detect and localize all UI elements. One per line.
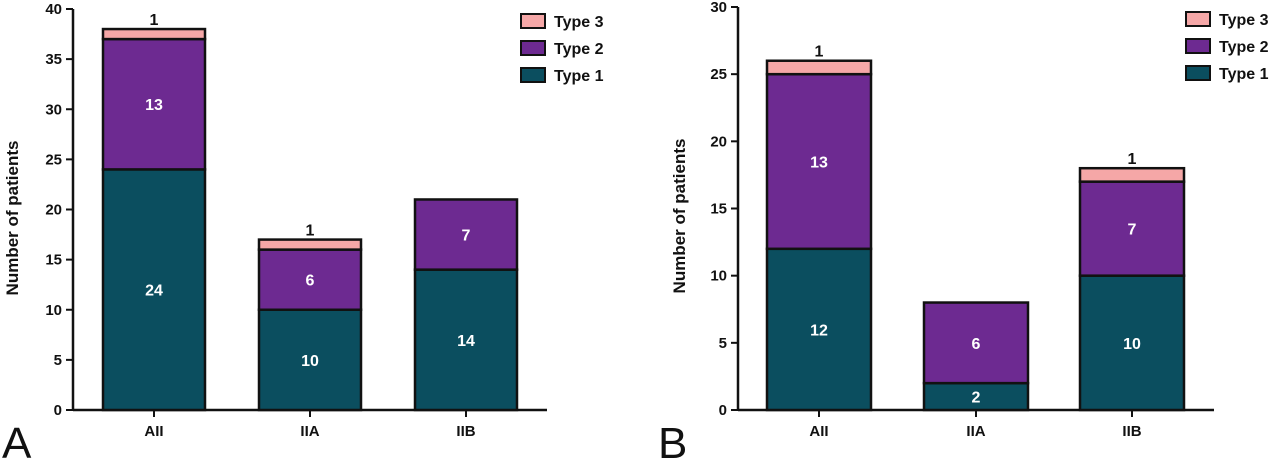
panel-a-y-axis-label: Number of patients [3,141,22,296]
panel-a-category-label: IIA [300,423,319,440]
panel-a-y-tick-label: 0 [54,402,62,419]
panel-b-data-label: 7 [1128,222,1137,239]
panel-a-category-label: IIB [456,423,475,440]
panel-a-bar-iia-type3 [257,238,363,251]
panel-a-data-label: 24 [145,283,163,300]
panel-a-bar-aii-type1 [101,168,207,412]
panel-a-y-tick-label: 20 [45,202,62,219]
panel-b-y-tick-label: 10 [710,268,727,285]
panel-b-y-tick-label: 15 [710,201,727,218]
panel-b-y-tick-label: 5 [719,335,727,352]
panel-b-bar-aii-type1 [765,247,873,412]
panel-b-data-label: 10 [1123,336,1141,353]
panel-b-legend-label: Type 3 [1219,12,1269,29]
panel-a-bar-aii-type3 [101,27,207,41]
panel-a-bar-iib-type2 [413,198,519,271]
panel-b-legend-swatch [1185,11,1211,27]
panel-b-data-label: 6 [972,336,981,353]
panel-a-legend-swatch [520,13,546,29]
panel-a-category-label: AII [144,423,163,440]
panel-b-bar-aii-type3 [765,59,873,76]
panel-a-y-tick-label: 35 [45,51,62,68]
panel-b-letter: B [658,419,687,462]
panel-b-y-tick-label: 25 [710,66,727,83]
panel-a-y-tick-label: 40 [45,1,62,18]
panel-b-data-label: 1 [1128,151,1137,168]
panel-a-data-label: 6 [306,273,315,290]
panel-a-data-label: 10 [301,353,319,370]
panel-a-legend-label: Type 2 [554,41,604,58]
panel-a-legend-swatch [520,67,546,83]
panel-a-data-label: 7 [462,228,471,245]
panel-b-y-tick-label: 20 [710,133,727,150]
panel-b-data-label: 1 [815,44,824,61]
panel-a-data-label: 13 [145,97,163,114]
panel-b-y-axis-label: Number of patients [670,139,689,294]
panel-a-y-tick-label: 5 [54,352,62,369]
panel-b-category-label: AII [809,423,828,440]
panel-a-bar-iib-type1 [413,268,519,412]
panel-b-bar-iib-type2 [1078,180,1186,277]
panel-b-legend-label: Type 2 [1219,39,1269,56]
panel-b-bar-aii-type2 [765,72,873,251]
panel-a-y-tick-label: 15 [45,252,62,269]
panel-b-bar-iia-type2 [922,301,1030,385]
panel-b-data-label: 12 [810,322,828,339]
panel-a-letter: A [2,419,32,462]
panel-b-legend-swatch [1185,38,1211,54]
panel-b-category-label: IIA [966,423,985,440]
panel-b-data-label: 13 [810,154,828,171]
panel-b-y-tick-label: 30 [710,0,727,16]
panel-b-bar-iib-type3 [1078,166,1186,183]
panel-b-category-label: IIB [1122,423,1141,440]
panel-b-legend-swatch [1185,65,1211,81]
panel-b-data-label: 2 [972,390,981,407]
panel-a-legend-label: Type 1 [554,68,604,85]
panel-b-y-tick-label: 0 [719,402,727,419]
panel-a-y-tick-label: 25 [45,151,62,168]
panel-a-data-label: 1 [306,223,315,240]
panel-b-bar-iia-type1 [922,381,1030,412]
panel-a-legend-label: Type 3 [554,14,604,31]
panel-a-legend-swatch [520,40,546,56]
panel-a-bar-aii-type2 [101,37,207,171]
panel-a-y-tick-label: 30 [45,101,62,118]
panel-a-y-tick-label: 10 [45,302,62,319]
panel-b-legend-label: Type 1 [1219,66,1269,83]
panel-a-data-label: 14 [457,333,475,350]
panel-a-data-label: 1 [150,12,159,29]
